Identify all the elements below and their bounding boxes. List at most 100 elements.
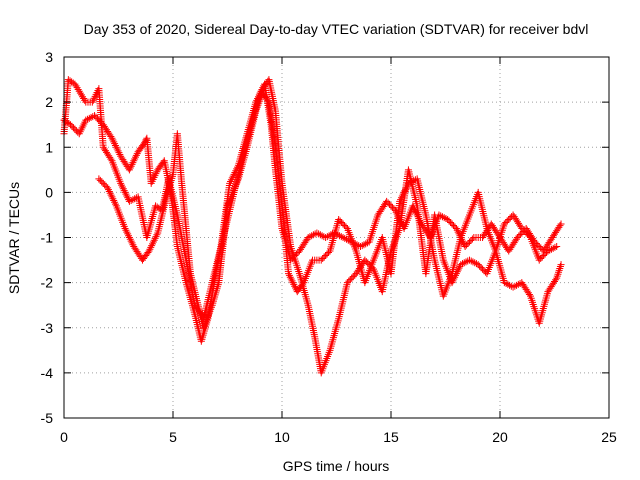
- data-point: [125, 234, 133, 241]
- x-tick-label: 5: [169, 429, 177, 445]
- data-point: [121, 224, 129, 232]
- data-point: [96, 176, 104, 184]
- data-point: [551, 243, 559, 251]
- data-point: [286, 273, 294, 281]
- data-point: [541, 250, 549, 258]
- data-point: [123, 228, 131, 236]
- data-point: [522, 229, 530, 237]
- data-point: [361, 256, 369, 264]
- data-point: [327, 231, 335, 239]
- data-point: [289, 279, 297, 287]
- data-point: [313, 229, 321, 237]
- data-point: [95, 116, 103, 124]
- data-point: [546, 246, 554, 254]
- data-point: [404, 179, 412, 187]
- data-point: [462, 258, 470, 266]
- series-track-c: [95, 89, 561, 332]
- data-point: [457, 261, 465, 269]
- data-point: [447, 218, 455, 226]
- data-point: [151, 234, 159, 242]
- data-point: [126, 164, 134, 172]
- data-point: [109, 136, 117, 144]
- data-point: [464, 240, 472, 248]
- data-point: [121, 188, 129, 196]
- data-point: [299, 280, 307, 288]
- data-point: [469, 258, 477, 266]
- data-point: [339, 234, 347, 241]
- data-point: [132, 153, 140, 161]
- data-point: [291, 282, 299, 290]
- y-tick-label: 2: [45, 94, 53, 110]
- data-point: [402, 185, 410, 193]
- data-point: [364, 259, 372, 267]
- data-point: [383, 197, 391, 205]
- data-point: [132, 151, 140, 159]
- data-point: [264, 97, 272, 105]
- data-point: [515, 232, 523, 240]
- data-point: [84, 115, 92, 123]
- data-point: [76, 89, 84, 97]
- data-point: [126, 235, 134, 243]
- data-point: [553, 243, 561, 251]
- data-point: [557, 220, 565, 228]
- data-point: [480, 267, 488, 275]
- data-point: [396, 197, 404, 205]
- data-point: [459, 260, 467, 268]
- data-point: [72, 127, 80, 135]
- data-point: [513, 234, 521, 241]
- data-point: [557, 261, 565, 269]
- data-point: [397, 194, 405, 202]
- data-point: [111, 141, 119, 149]
- data-point: [149, 240, 157, 248]
- data-point: [125, 197, 133, 205]
- data-point: [552, 276, 560, 284]
- data-point: [82, 116, 90, 124]
- data-point: [322, 252, 330, 260]
- data-point: [471, 259, 479, 267]
- data-point: [304, 234, 312, 241]
- data-point: [68, 122, 76, 130]
- data-point: [122, 226, 130, 234]
- data-point: [397, 196, 405, 204]
- data-point: [505, 215, 513, 223]
- data-point: [77, 91, 85, 99]
- data-point: [343, 235, 351, 243]
- data-point: [538, 253, 546, 261]
- data-point: [467, 237, 475, 245]
- data-point: [108, 193, 116, 201]
- data-point: [111, 200, 119, 208]
- data-point: [325, 232, 333, 240]
- data-point: [322, 234, 330, 241]
- data-point: [114, 147, 122, 155]
- data-point: [67, 121, 75, 129]
- data-point: [71, 80, 79, 88]
- data-point: [502, 218, 510, 226]
- data-point: [504, 280, 512, 288]
- data-point: [362, 240, 370, 248]
- data-point: [149, 238, 157, 246]
- data-point: [535, 243, 543, 251]
- data-point: [118, 181, 126, 189]
- data-point: [556, 222, 564, 230]
- data-point: [106, 189, 114, 197]
- data-point: [153, 231, 161, 239]
- data-marks: [60, 76, 565, 377]
- data-point: [468, 235, 476, 243]
- data-point: [127, 196, 135, 204]
- y-axis-label: SDTVAR / TECUs: [6, 182, 22, 294]
- data-point: [110, 138, 118, 146]
- data-point: [460, 259, 468, 267]
- data-point: [408, 178, 416, 186]
- data-point: [309, 231, 317, 239]
- data-point: [71, 125, 79, 133]
- data-point: [444, 215, 452, 223]
- data-point: [290, 280, 298, 288]
- data-point: [93, 115, 101, 123]
- chart-title: Day 353 of 2020, Sidereal Day-to-day VTE…: [84, 21, 589, 37]
- data-point: [101, 181, 109, 189]
- y-tick-label: -2: [41, 275, 54, 291]
- data-point: [117, 179, 125, 187]
- x-tick-label: 25: [601, 429, 617, 445]
- data-point: [346, 276, 354, 284]
- data-point: [337, 233, 345, 241]
